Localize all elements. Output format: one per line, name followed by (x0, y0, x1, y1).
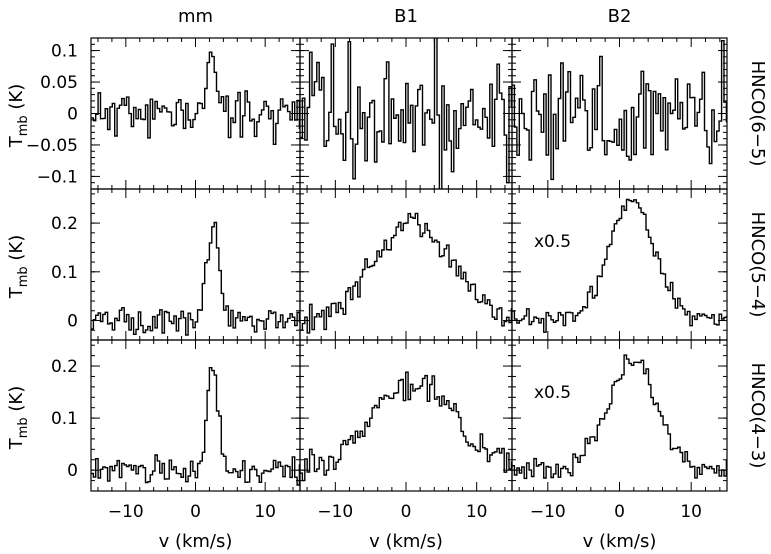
y-tick-label: 0.1 (51, 42, 78, 62)
scale-annotation-panel-r1-c2: x0.5 (534, 232, 571, 252)
x-tick-label: 10 (466, 502, 488, 522)
y-tick-label: 0 (67, 105, 78, 125)
panel-frame-panel-r2-c1 (299, 339, 513, 492)
x-axis-label: v (km/s) (369, 531, 443, 552)
spectrum-line-panel-r0-c0 (91, 51, 300, 145)
y-tick-label: 0.1 (51, 409, 78, 429)
x-tick-label: 0 (190, 502, 201, 522)
column-title-B2: B2 (608, 6, 632, 27)
spectrum-line-panel-r1-c0 (91, 221, 300, 336)
panel-frame-panel-r1-c1 (299, 188, 513, 341)
scale-annotation-panel-r2-c2: x0.5 (534, 383, 571, 403)
y-axis-label: Tmb (K) (6, 235, 31, 300)
spectrum-line-panel-r0-c2 (512, 40, 727, 181)
x-tick-label: 0 (401, 502, 412, 522)
column-title-B1: B1 (394, 6, 418, 27)
x-axis-label: v (km/s) (583, 531, 657, 552)
x-tick-label: −10 (530, 502, 566, 522)
y-tick-label: 0.2 (51, 214, 78, 234)
x-tick-label: −10 (108, 502, 144, 522)
spectrum-line-panel-r2-c0 (91, 367, 300, 486)
y-tick-label: 0 (67, 461, 78, 481)
row-title: HNCO(6−5) (747, 61, 768, 167)
spectrum-line-panel-r1-c1 (300, 212, 512, 334)
y-tick-label: −0.1 (37, 167, 78, 187)
spectrum-line-panel-r1-c2 (512, 198, 727, 333)
y-axis-label: Tmb (K) (6, 386, 31, 451)
y-tick-label: 0.1 (51, 263, 78, 283)
x-tick-label: 10 (680, 502, 702, 522)
y-tick-label: −0.05 (26, 136, 78, 156)
spectrum-line-panel-r2-c1 (300, 371, 512, 482)
y-tick-label: 0 (67, 312, 78, 332)
spectrum-line-panel-r0-c1 (300, 38, 512, 189)
y-axis-label: Tmb (K) (6, 84, 31, 149)
row-title: HNCO(5−4) (747, 212, 768, 318)
x-tick-label: 0 (614, 502, 625, 522)
y-tick-label: 0.05 (40, 73, 78, 93)
column-title-mm: mm (178, 6, 213, 27)
y-tick-label: 0.2 (51, 357, 78, 377)
x-tick-label: 10 (254, 502, 276, 522)
x-tick-label: −10 (317, 502, 353, 522)
spectrum-line-panel-r2-c2 (512, 354, 727, 480)
x-axis-label: v (km/s) (159, 531, 233, 552)
row-title: HNCO(4−3) (747, 363, 768, 469)
